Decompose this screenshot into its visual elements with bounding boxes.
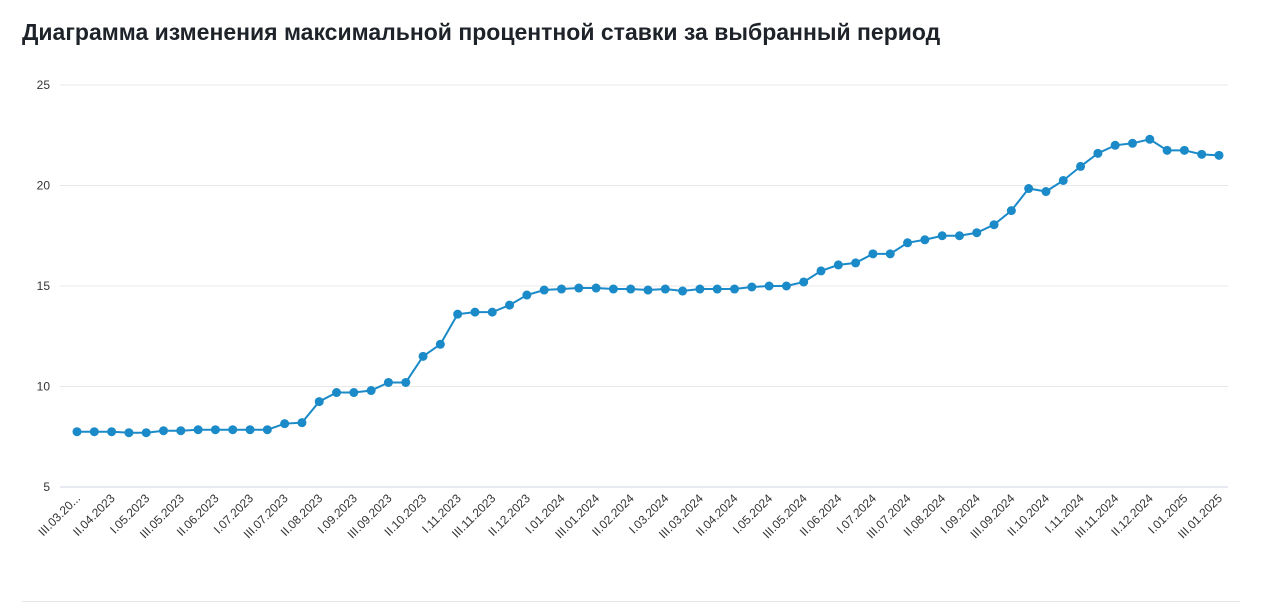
point [453,309,463,319]
point [1076,161,1086,171]
point [1041,187,1051,197]
point [470,307,480,317]
point [89,427,99,437]
y-tick-label: 20 [37,179,51,193]
point [228,425,238,435]
point [920,235,930,245]
point [833,260,843,270]
point [678,286,688,296]
point [781,281,791,291]
point [366,386,376,396]
point [851,258,861,268]
point [435,339,445,349]
point [591,283,601,293]
chart-title: Диаграмма изменения максимальной процент… [22,19,941,45]
point [937,231,947,241]
point [418,351,428,361]
point [556,284,566,294]
point [954,231,964,241]
point [1145,134,1155,144]
point [799,277,809,287]
point [297,418,307,428]
point [401,377,411,387]
point [989,220,999,230]
point [903,238,913,248]
point [72,427,82,437]
point [176,426,186,436]
point [280,419,290,429]
point [1024,184,1034,194]
point [712,284,722,294]
point [1110,140,1120,150]
point [747,282,757,292]
point [193,425,203,435]
point [626,284,636,294]
point [487,307,497,317]
point [314,397,324,407]
point [210,425,220,435]
y-tick-label: 10 [37,380,51,394]
point [141,428,151,438]
point [1162,145,1172,155]
y-tick-label: 15 [37,279,51,293]
point [1093,148,1103,158]
point [1197,149,1207,159]
point [159,426,169,436]
point [522,290,532,300]
point [608,284,618,294]
point [332,388,342,398]
point [539,285,549,295]
point [695,284,705,294]
point [1127,138,1137,148]
point [1179,145,1189,155]
point [349,388,359,398]
point [574,283,584,293]
point [764,281,774,291]
point [972,228,982,238]
point [262,425,272,435]
point [107,427,117,437]
point [816,266,826,276]
point [885,249,895,259]
point [643,285,653,295]
point [660,284,670,294]
point [505,300,515,310]
point [245,425,255,435]
y-tick-label: 5 [43,480,50,494]
point [124,428,134,438]
point [383,377,393,387]
point [1058,175,1068,185]
point [1006,206,1016,216]
point [868,249,878,259]
y-tick-label: 25 [37,78,51,92]
point [1214,150,1224,160]
point [730,284,740,294]
